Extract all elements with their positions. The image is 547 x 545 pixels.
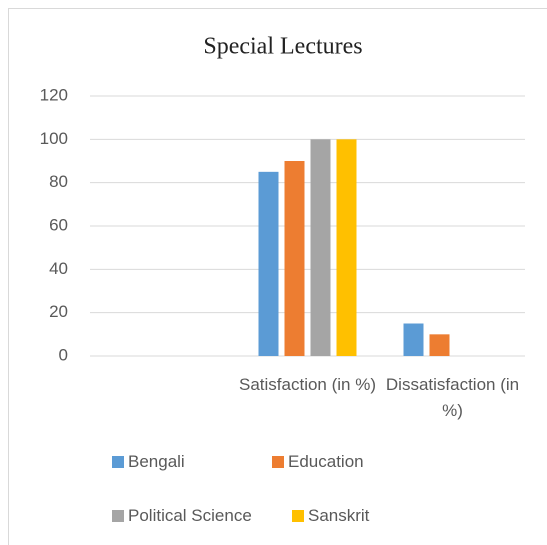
y-tick-label: 20: [49, 302, 68, 321]
legend-item: Bengali: [112, 450, 185, 474]
legend-swatch: [292, 510, 304, 522]
legend-swatch: [272, 456, 284, 468]
legend-label: Education: [288, 452, 364, 471]
legend-item: Political Science: [112, 504, 252, 528]
bar: [403, 323, 424, 356]
chart-title: Special Lectures: [203, 34, 362, 60]
y-tick-label: 0: [59, 345, 68, 364]
x-tick-label: Dissatisfaction (in %): [385, 375, 520, 420]
legend-swatch: [112, 456, 124, 468]
y-tick-label: 60: [49, 215, 68, 234]
y-tick-label: 100: [40, 129, 68, 148]
x-tick-label: Satisfaction (in %): [239, 375, 376, 394]
y-tick-label: 80: [49, 172, 68, 191]
bar: [310, 139, 331, 356]
legend-label: Sanskrit: [308, 506, 370, 525]
bar: [429, 334, 450, 356]
legend-label: Political Science: [128, 506, 252, 525]
y-tick-label: 120: [40, 85, 68, 104]
chart-border: [8, 8, 547, 545]
bar: [336, 139, 357, 356]
bar: [284, 161, 305, 356]
legend-item: Education: [272, 450, 364, 474]
y-tick-label: 40: [49, 259, 68, 278]
legend-label: Bengali: [128, 452, 185, 471]
legend-item: Sanskrit: [292, 504, 369, 528]
legend-swatch: [112, 510, 124, 522]
bar: [258, 171, 279, 356]
